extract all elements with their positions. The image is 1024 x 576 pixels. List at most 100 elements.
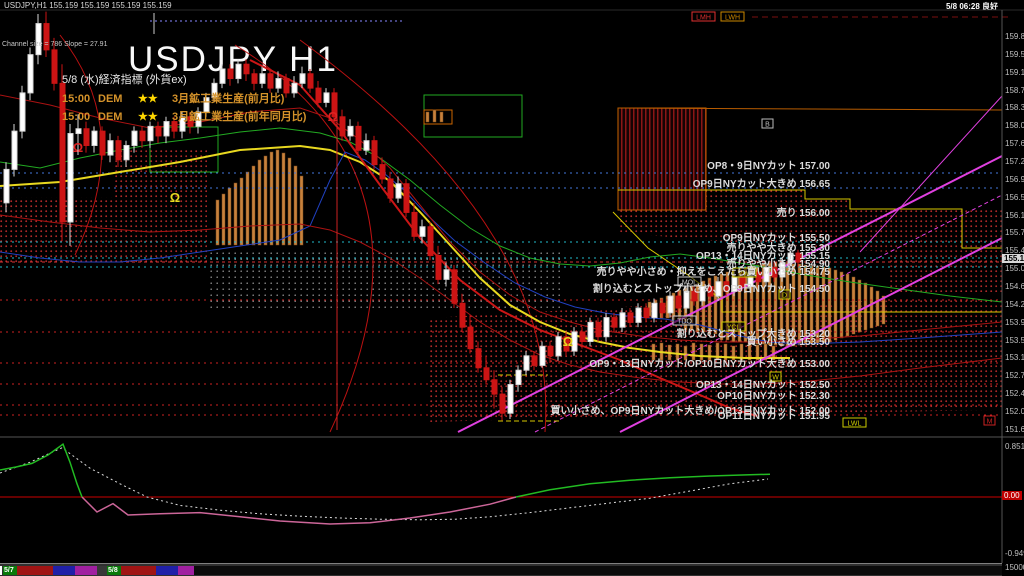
price-tick-label: 159.520 (1005, 50, 1024, 59)
level-tag-label: LMH (696, 15, 711, 22)
event-time: 15:00 (62, 93, 91, 105)
price-tick-label: 156.150 (1005, 211, 1024, 220)
level-tag-label: W (772, 375, 779, 382)
macd-tick-label: 0.851 (1005, 442, 1024, 451)
session-date-label: 5/7 (4, 567, 14, 574)
level-tag-label: MOL (682, 280, 697, 287)
price-tick-label: 157.650 (1005, 139, 1024, 148)
level-tag-box (842, 417, 867, 428)
op-annotation: OP13・14日NYカット 155.15 (696, 250, 830, 262)
level-tag-label: D (782, 293, 787, 300)
price-tick-label: 152.040 (1005, 407, 1024, 416)
event-country: DEM (98, 111, 123, 123)
level-tag-label: LWL (848, 421, 862, 428)
omega-signal-marker: Ω (73, 140, 83, 155)
op-annotation: 割り込むとストップ大きめ 153.20 (677, 327, 831, 340)
price-tick-label: 155.780 (1005, 228, 1024, 237)
calendar-event: 15:00 DEM ★★ 3月鉱工業生産(前月比) (62, 90, 306, 106)
price-tick-label: 153.160 (1005, 353, 1024, 362)
price-tick-label: 154.660 (1005, 282, 1024, 291)
session-segment: 5/7 (3, 566, 17, 575)
price-tick-label: 152.420 (1005, 389, 1024, 398)
level-tag-label: Vbw (738, 271, 753, 278)
level-tag-box (769, 371, 782, 382)
op-annotation: 買い小さめ 153.50 (747, 335, 831, 348)
price-tick-label: 153.540 (1005, 336, 1024, 345)
calendar-header: 5/8 (水)経済指標 (外貨ex) (62, 74, 187, 86)
level-tag-box (720, 11, 745, 22)
level-tag-label: TDO (677, 319, 692, 326)
price-tick-label: 158.770 (1005, 86, 1024, 95)
op-annotation: 売りやや小さめ・抑えをこえたら買い小さめ 154.75 (597, 265, 831, 278)
price-tick-label: 151.670 (1005, 425, 1024, 434)
level-tag-box (983, 415, 996, 426)
price-tick-label: 154.280 (1005, 300, 1024, 309)
session-segment (194, 566, 1002, 575)
op-annotation: OP9日NYカット大きめ 156.65 (693, 177, 831, 190)
op-annotation: 売り 156.00 (777, 206, 831, 219)
session-segment (121, 566, 156, 575)
price-tick-label: 155.030 (1005, 264, 1024, 273)
price-tick-label: 153.910 (1005, 318, 1024, 327)
op-annotation: OP9・13日NYカット/OP10日NYカット大きめ 153.00 (589, 357, 830, 370)
price-tick-label: 157.270 (1005, 157, 1024, 166)
session-segment (75, 566, 97, 575)
price-axis: 159.890 159.520 159.140 158.770 158.390 158.0… (1002, 0, 1024, 576)
clock-status: 5/8 06:28 良好 (945, 2, 998, 11)
op-annotation: OP9日NYカット 155.50 (723, 232, 831, 244)
level-tag-box (761, 118, 774, 129)
level-tag-label: YCL (727, 325, 741, 332)
macd-zero-box: 0.00 (1002, 491, 1022, 500)
event-importance-stars: ★★ (138, 93, 158, 105)
op-annotation: OP13・14日NYカット 152.50 (696, 379, 830, 391)
channel-info-label: Channel size = 786 Slope = 27.91 (2, 41, 108, 48)
omega-signal-marker: Ω (563, 334, 573, 349)
op-annotation: 売りやや小さめ 154.90 (727, 257, 831, 270)
macd-tick-label: -0.949 (1005, 549, 1024, 558)
ichimoku-cloud-regions (0, 150, 1002, 422)
symbol-ohlc-readout: USDJPY,H1 155.159 155.159 155.159 155.15… (4, 1, 172, 10)
economic-calendar: 5/8 (水)経済指標 (外貨ex) 15:00 DEM ★★ 3月鉱工業生産(前月比… (62, 71, 306, 126)
op-annotation: 買い小さめ、OP9日NYカット大きめ/OP13日NYカット 152.00 (550, 404, 830, 417)
horizontal-level-lines (0, 172, 1002, 416)
price-tick-label: 156.900 (1005, 175, 1024, 184)
price-tick-label: 152.790 (1005, 371, 1024, 380)
level-tag-label: M (987, 419, 993, 426)
level-tag-box (691, 11, 716, 22)
event-country: DEM (98, 93, 123, 105)
level-tag-box (721, 321, 746, 332)
event-title: 3月鉱工業生産(前年同月比) (172, 111, 307, 123)
event-title: 3月鉱工業生産(前月比) (172, 93, 285, 105)
event-time: 15:00 (62, 111, 91, 123)
session-segment (97, 566, 107, 575)
event-importance-stars: ★★ (138, 111, 158, 123)
level-tag-label: B (765, 122, 770, 129)
level-tag-label: LWH (725, 15, 740, 22)
op-zone-block (617, 107, 707, 211)
range-box-orange (423, 109, 453, 125)
candlesticks (3, 11, 802, 421)
level-tag-box (672, 315, 697, 326)
price-tick-label: 158.020 (1005, 121, 1024, 130)
price-tick-label: 156.530 (1005, 193, 1024, 202)
price-tick-label: 159.890 (1005, 32, 1024, 41)
price-tick-label: 155.400 (1005, 246, 1024, 255)
axis-bottom-value: 150000 (1005, 563, 1024, 572)
level-tag-box (677, 276, 702, 287)
op-annotation: 売りやや大きめ 155.30 (727, 241, 831, 254)
indicator-lines (0, 13, 1010, 433)
session-segment (178, 566, 194, 575)
macd-panel (0, 443, 1002, 525)
omega-signal-marker: Ω (170, 190, 180, 205)
session-segment (156, 566, 178, 575)
op-annotation: OP11日NYカット 151.95 (718, 410, 831, 422)
level-tag-box (778, 289, 791, 300)
level-tag-box (732, 267, 757, 278)
op-annotation: OP8・9日NYカット 157.00 (707, 160, 830, 172)
session-segment (53, 566, 75, 575)
price-tick-label: 158.390 (1005, 103, 1024, 112)
session-segment (0, 566, 2, 575)
range-box (423, 94, 523, 138)
